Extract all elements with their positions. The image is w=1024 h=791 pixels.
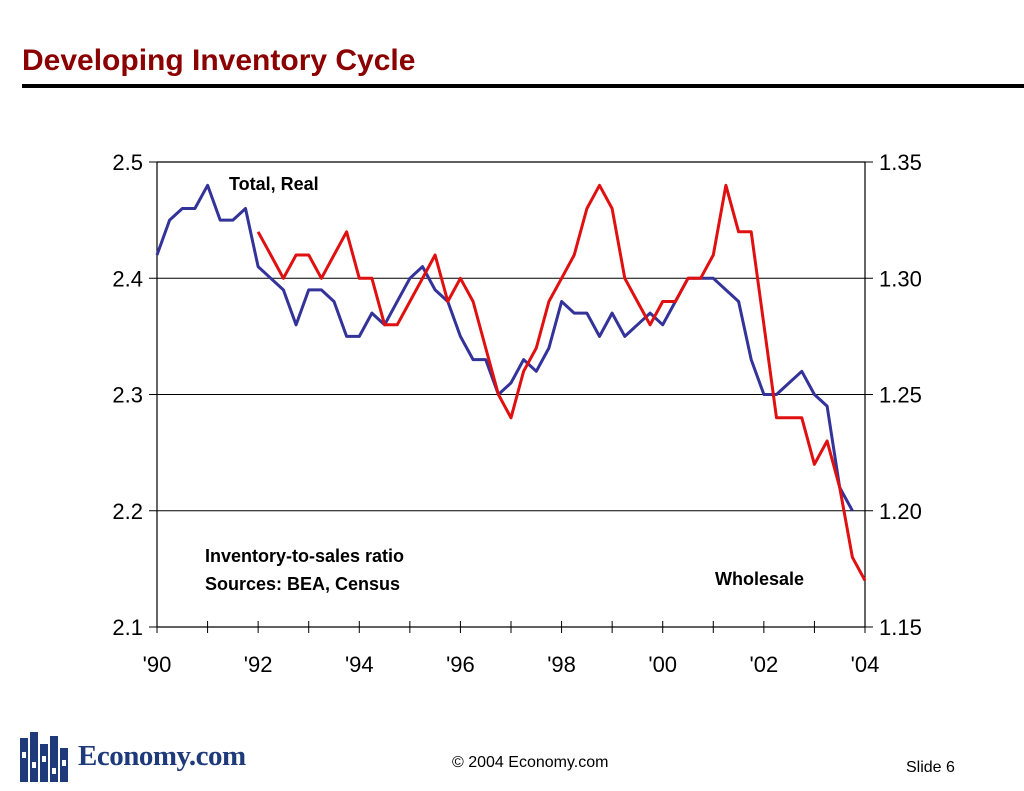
title-rule bbox=[22, 84, 1024, 88]
x-tick-label: '92 bbox=[244, 652, 273, 677]
x-tick-label: '02 bbox=[750, 652, 779, 677]
right-tick-label: 1.20 bbox=[879, 499, 922, 524]
series-lines bbox=[155, 183, 867, 582]
x-tick-label: '98 bbox=[547, 652, 576, 677]
x-tick-label: '90 bbox=[143, 652, 172, 677]
copyright: © 2004 Economy.com bbox=[452, 754, 609, 771]
series-line-total-real bbox=[155, 183, 854, 512]
slide-title: Developing Inventory Cycle bbox=[22, 44, 416, 77]
tick-labels: 2.5 2.4 2.3 2.2 2.1 1.35 1.30 1.25 1.20 1.15 '90 '9… bbox=[112, 150, 921, 677]
right-tick-label: 1.35 bbox=[879, 150, 922, 175]
x-tick-label: '04 bbox=[851, 652, 880, 677]
left-tick-label: 2.3 bbox=[112, 383, 143, 408]
left-tick-label: 2.2 bbox=[112, 499, 143, 524]
left-tick-label: 2.5 bbox=[112, 150, 143, 175]
right-tick-label: 1.30 bbox=[879, 266, 922, 291]
right-tick-label: 1.15 bbox=[879, 615, 922, 640]
axes bbox=[149, 161, 873, 633]
inventory-cycle-chart: 2.5 2.4 2.3 2.2 2.1 1.35 1.30 1.25 1.20 1.15 '90 '9… bbox=[112, 150, 921, 677]
x-tick-label: '00 bbox=[648, 652, 677, 677]
economy-com-logo: Economy.com bbox=[20, 732, 260, 786]
total-real-label: Total, Real bbox=[229, 174, 319, 194]
note-ratio: Inventory-to-sales ratio bbox=[205, 546, 404, 566]
wholesale-label: Wholesale bbox=[715, 569, 804, 589]
left-tick-label: 2.1 bbox=[112, 615, 143, 640]
series-line-wholesale bbox=[256, 183, 867, 582]
x-tick-label: '96 bbox=[446, 652, 475, 677]
left-tick-label: 2.4 bbox=[112, 266, 143, 291]
note-sources: Sources: BEA, Census bbox=[205, 574, 400, 594]
right-tick-label: 1.25 bbox=[879, 383, 922, 408]
logo-mark-icon bbox=[20, 732, 68, 782]
slide-number: Slide 6 bbox=[906, 759, 955, 776]
logo-text: Economy.com bbox=[78, 740, 246, 772]
x-tick-label: '94 bbox=[345, 652, 374, 677]
gridlines bbox=[157, 277, 865, 512]
